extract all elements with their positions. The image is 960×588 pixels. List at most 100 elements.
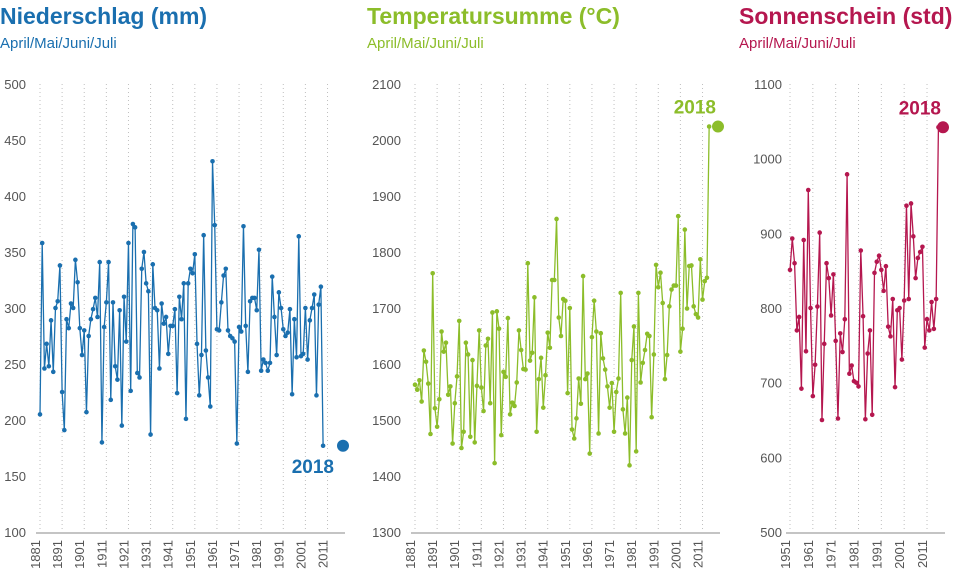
panel-3-xtick-2011: 2011 (915, 540, 930, 568)
panel-1-point-1973 (241, 223, 246, 229)
panel-1-point-1974 (243, 323, 248, 329)
panel-2-point-1940 (543, 372, 548, 378)
panel-2-point-1957 (580, 273, 586, 279)
panel-3-point-1951 (787, 267, 793, 273)
panel-3-point-1986 (867, 328, 873, 333)
panel-1-point-2006 (314, 393, 319, 398)
panel-2-point-1955 (576, 376, 581, 381)
panel-1-point-1953 (196, 393, 202, 398)
panel-2-point-1883 (417, 377, 422, 383)
panel-2-point-1922 (503, 374, 508, 380)
panel-1-point-1918 (119, 423, 125, 428)
panel-2-point-1991 (655, 284, 661, 290)
panel-2-point-1978 (627, 463, 632, 468)
panel-2-point-2002 (680, 326, 685, 332)
panel-1-point-1998 (296, 234, 302, 239)
panel-3-point-1981 (856, 384, 861, 389)
panel-1-point-1929 (143, 281, 149, 286)
panel-1-point-1975 (245, 369, 251, 375)
panel-2-point-1919 (496, 326, 502, 332)
panel-2-point-1959 (585, 371, 590, 376)
panel-2-point-1893 (439, 329, 444, 334)
panel-1-xtick-1981: 1981 (249, 540, 264, 569)
panel-3-point-2011 (924, 316, 930, 322)
panel-2-xtick-1921: 1921 (491, 540, 506, 569)
panel-1-point-1949 (188, 266, 193, 272)
panel-2-point-1888 (428, 431, 433, 437)
panel-2-point-1988 (649, 414, 654, 420)
panel-2-point-2008 (693, 311, 699, 317)
panel-3-point-1990 (876, 253, 882, 259)
panel-2-ytick-1300: 1300 (372, 525, 401, 540)
panel-3-ytick-1100: 1100 (754, 77, 782, 92)
panel-2-point-1918 (494, 309, 500, 314)
panel-2-point-1896 (445, 392, 451, 398)
panel-3-point-1994 (885, 324, 891, 329)
panel-1-ytick-500: 500 (4, 77, 26, 92)
panel-2-point-2003 (682, 227, 688, 232)
panel-2-point-1970 (609, 380, 615, 386)
panel-2-point-1953 (571, 436, 577, 441)
panel-2-point-2001 (678, 349, 683, 354)
panel-2-point-1932 (525, 260, 531, 266)
panel-2-point-1981 (633, 449, 639, 454)
panel-1-point-1900 (79, 352, 85, 358)
panel-2-point-1971 (611, 429, 617, 435)
panel-3-point-2013 (929, 299, 934, 305)
panel-1-point-1889 (55, 298, 60, 304)
panel-3-point-2003 (906, 296, 912, 302)
panel-3-xtick-1951: 1951 (778, 540, 793, 569)
panel-1-point-1921 (126, 240, 131, 246)
panel-1-point-1886 (48, 318, 54, 323)
panel-3-xtick-1981: 1981 (847, 540, 862, 569)
panel-1-point-1986 (269, 274, 275, 279)
panel-2-highlight-point (712, 120, 724, 133)
panel-1-point-2003 (307, 318, 313, 323)
panel-1-point-1899 (77, 325, 83, 331)
panel-1-point-1926 (137, 375, 142, 380)
panel-3-point-1976 (844, 172, 850, 177)
panel-1-point-1991 (280, 326, 286, 332)
panel-2-xtick-1981: 1981 (624, 540, 639, 569)
panel-1-xtick-1991: 1991 (271, 540, 286, 569)
panel-2-series-line (414, 126, 710, 467)
panel-1-point-1920 (123, 339, 129, 344)
panel-3-title: Sonnenschein (std) (739, 3, 952, 29)
panel-2-point-1894 (441, 349, 447, 354)
panel-3-point-1996 (890, 296, 896, 302)
panel-1-point-1891 (59, 389, 65, 395)
panel-2-point-1967 (602, 367, 608, 372)
panel-3-point-1961 (810, 393, 816, 399)
panel-2-point-1937 (536, 376, 542, 382)
panel-1-point-1962 (216, 328, 222, 333)
panel-2-point-1961 (589, 334, 595, 340)
panel-1-ytick-400: 400 (4, 189, 26, 204)
panel-3-point-1999 (897, 305, 902, 311)
panel-2-xtick-1991: 1991 (646, 540, 661, 569)
panel-2-point-1985 (642, 347, 648, 353)
panel-1-xtick-2011: 2011 (316, 540, 331, 568)
panel-3-point-2010 (922, 345, 928, 350)
panel-1-point-1914 (110, 300, 116, 305)
panel-2-point-1950 (565, 390, 570, 396)
panel-1-subtitle: April/Mai/Juni/Juli (0, 35, 117, 52)
panel-1-point-1939 (165, 351, 171, 357)
panel-2-xtick-1931: 1931 (514, 540, 529, 569)
panel-3-point-2012 (927, 328, 932, 333)
panel-3-subtitle: April/Mai/Juni/Juli (739, 35, 856, 52)
panel-2-point-1889 (430, 270, 435, 276)
panel-1-point-1936 (159, 301, 164, 306)
panel-1-point-1963 (219, 300, 224, 305)
panel-2-point-1913 (483, 343, 489, 348)
panel-1-point-1957 (205, 375, 211, 380)
panel-1-point-1905 (90, 306, 96, 312)
panel-2-point-1925 (510, 400, 515, 405)
panel-3-point-1965 (819, 417, 825, 423)
panel-3-point-2008 (917, 249, 923, 255)
panel-1-point-1934 (154, 307, 160, 313)
panel-2-point-1901 (456, 318, 462, 324)
panel-1-point-1942 (172, 306, 178, 312)
panel-2-point-1994 (662, 376, 668, 382)
panel-1-point-1904 (88, 316, 94, 322)
